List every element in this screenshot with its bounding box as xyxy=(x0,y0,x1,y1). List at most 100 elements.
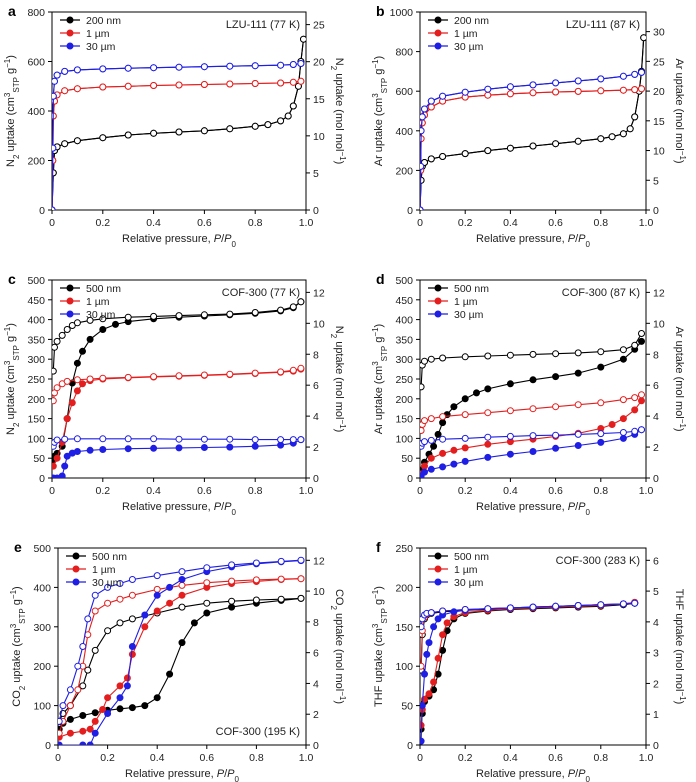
data-point xyxy=(277,436,285,444)
plot-frame xyxy=(57,547,307,746)
data-point xyxy=(529,81,537,89)
data-point xyxy=(439,449,447,457)
y-tick-label: 100 xyxy=(27,433,45,445)
data-point xyxy=(86,316,94,324)
data-point xyxy=(53,71,61,79)
data-point xyxy=(638,330,645,337)
data-point xyxy=(124,435,132,443)
data-point xyxy=(552,88,560,96)
y2-tick-label: 20 xyxy=(653,86,665,98)
data-point xyxy=(63,415,71,423)
data-point xyxy=(52,77,58,85)
data-point xyxy=(124,131,132,139)
data-point xyxy=(141,611,149,619)
panel-letter: a xyxy=(8,3,16,19)
data-point xyxy=(68,399,76,407)
legend-label: 200 nm xyxy=(86,15,121,27)
data-point xyxy=(420,427,425,434)
series-group xyxy=(58,556,305,745)
data-point xyxy=(631,599,639,607)
panel-annotation: COF-300 (283 K) xyxy=(556,555,640,567)
x-axis-label: Relative pressure, P/P0 xyxy=(476,501,590,517)
y-tick-label: 600 xyxy=(27,57,45,69)
data-point xyxy=(439,607,447,615)
series-line xyxy=(420,37,645,210)
data-point xyxy=(226,310,234,318)
y-tick-label: 0 xyxy=(407,205,413,217)
data-point xyxy=(574,349,582,357)
data-point xyxy=(123,682,131,690)
data-point xyxy=(506,144,514,152)
panel-a: a0 0.2 0.4 0.6 0.8 1.002004006008000510152025… xyxy=(3,3,348,249)
data-point xyxy=(461,606,469,613)
data-point xyxy=(552,444,560,452)
data-point xyxy=(430,623,438,631)
y2-tick-label: 0 xyxy=(653,740,659,752)
y-tick-label: 150 xyxy=(395,622,413,634)
data-point xyxy=(58,729,63,737)
data-point xyxy=(506,90,514,98)
data-point xyxy=(128,650,136,658)
data-point xyxy=(73,376,81,384)
panel-f: f0 0.2 0.4 0.6 0.8 1.00501001502002500123456R… xyxy=(371,539,688,782)
data-point xyxy=(200,63,208,71)
data-point xyxy=(439,413,447,421)
panel-annotation: LZU-111 (87 K) xyxy=(566,19,640,31)
data-point xyxy=(619,346,627,354)
panel-annotation: LZU-111 (77 K) xyxy=(226,19,300,31)
data-point xyxy=(574,369,582,377)
data-point xyxy=(73,85,81,93)
data-point xyxy=(251,80,259,87)
data-point xyxy=(439,419,447,427)
x-tick-label: 0.2 xyxy=(458,752,473,764)
panel-c: c0 0.2 0.4 0.6 0.8 1.005010015020025030035040… xyxy=(3,271,348,517)
y-tick-label: 600 xyxy=(395,86,413,98)
y2-tick-label: 5 xyxy=(653,175,659,187)
data-point xyxy=(638,85,645,93)
data-point xyxy=(52,144,57,152)
legend-label: 200 nm xyxy=(454,15,489,27)
data-point xyxy=(289,436,297,444)
data-point xyxy=(153,694,161,702)
data-point xyxy=(61,87,69,95)
y-tick-label: 800 xyxy=(27,7,45,19)
legend-marker xyxy=(66,310,74,318)
data-point xyxy=(150,64,158,72)
data-point xyxy=(430,442,438,450)
legend-label: 1 µm xyxy=(86,296,110,308)
data-point xyxy=(421,417,428,425)
data-point xyxy=(427,155,435,163)
data-point xyxy=(52,397,57,405)
y2-tick-label: 4 xyxy=(313,411,319,423)
data-point xyxy=(427,454,435,462)
data-point xyxy=(175,372,183,380)
y-tick-label: 450 xyxy=(27,295,45,307)
x-tick-label: 0.2 xyxy=(95,217,110,229)
panel-e: e0 0.2 0.4 0.6 0.8 1.001002003004005000246810… xyxy=(9,539,348,782)
y-axis-label: THF uptake (cm3STP g−1) xyxy=(371,586,389,707)
data-point xyxy=(420,162,425,170)
data-point xyxy=(529,89,537,97)
legend-marker xyxy=(66,297,74,305)
data-point xyxy=(99,446,107,453)
data-point xyxy=(200,311,208,319)
y2-tick-label: 4 xyxy=(653,411,659,423)
x-tick-label: 0 xyxy=(417,485,423,497)
data-point xyxy=(473,389,480,397)
data-point xyxy=(631,427,639,435)
y-tick-label: 250 xyxy=(395,374,413,386)
legend-label: 500 nm xyxy=(92,551,127,563)
data-point xyxy=(461,434,469,442)
data-point xyxy=(552,602,560,610)
panel-letter: d xyxy=(376,271,385,287)
data-point xyxy=(619,72,627,80)
data-point xyxy=(619,600,627,608)
legend-marker xyxy=(66,284,74,292)
y2-tick-label: 6 xyxy=(653,555,659,567)
data-point xyxy=(116,682,124,690)
data-point xyxy=(104,599,112,607)
data-point xyxy=(150,82,158,89)
x-tick-label: 0.4 xyxy=(503,752,518,764)
y2-tick-label: 15 xyxy=(313,94,325,106)
